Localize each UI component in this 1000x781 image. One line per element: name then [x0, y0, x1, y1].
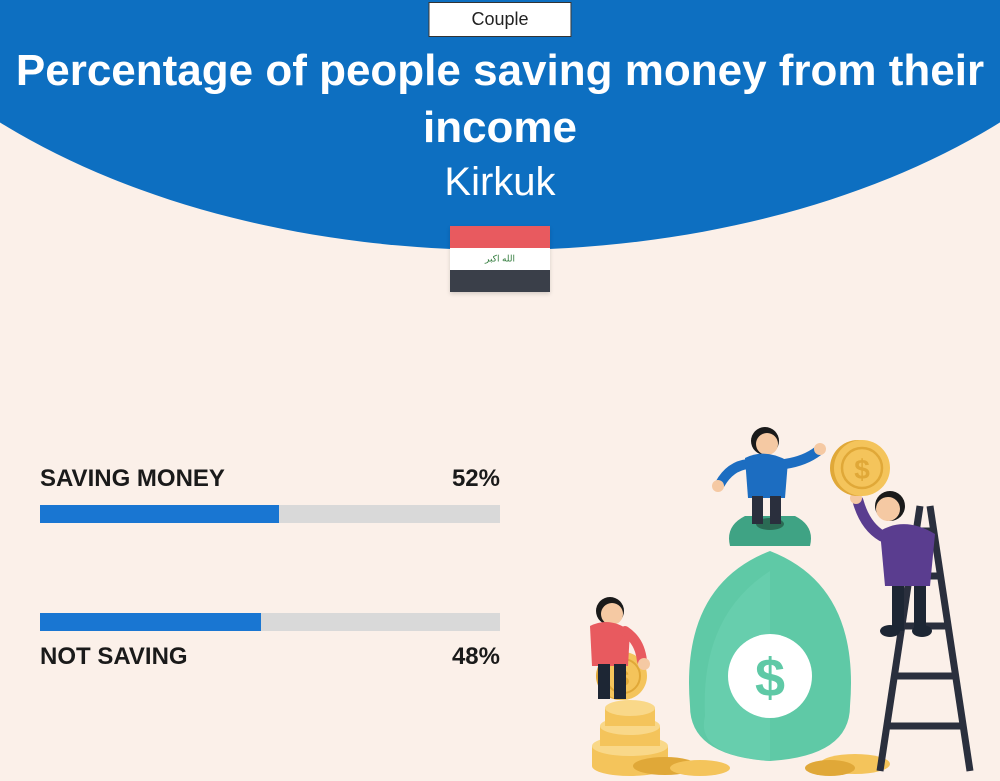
person-icon — [712, 427, 826, 524]
bar-label: NOT SAVING — [40, 643, 188, 671]
bar-label: SAVING MONEY — [40, 465, 225, 493]
svg-text:$: $ — [854, 454, 870, 485]
badge-text: Couple — [471, 9, 528, 29]
category-badge: Couple — [428, 2, 571, 37]
flag-stripe-bottom — [450, 270, 550, 292]
bar-value: 52% — [452, 465, 500, 493]
flag-stripe-mid: الله اكبر — [450, 248, 550, 270]
bar-fill — [40, 505, 279, 523]
bar-fill — [40, 613, 261, 631]
bar-track — [40, 613, 500, 631]
bar-labels-saving: SAVING MONEY 52% — [40, 465, 500, 493]
flag-stripe-top — [450, 226, 550, 248]
flag-icon: الله اكبر — [450, 226, 550, 292]
location-subtitle: Kirkuk — [0, 160, 1000, 205]
title-block: Percentage of people saving money from t… — [0, 42, 1000, 205]
bar-not-saving: NOT SAVING 48% — [40, 613, 500, 671]
main-title: Percentage of people saving money from t… — [0, 42, 1000, 156]
bar-chart: SAVING MONEY 52% NOT SAVING 48% — [40, 465, 500, 761]
bar-saving: SAVING MONEY 52% — [40, 465, 500, 523]
svg-text:$: $ — [755, 648, 785, 708]
bar-track — [40, 505, 500, 523]
flag-script: الله اكبر — [450, 254, 550, 265]
bar-labels-not-saving: NOT SAVING 48% — [40, 643, 500, 671]
bar-value: 48% — [452, 643, 500, 671]
money-bag-icon: $ — [689, 516, 851, 761]
savings-illustration: $ $ — [570, 416, 990, 776]
